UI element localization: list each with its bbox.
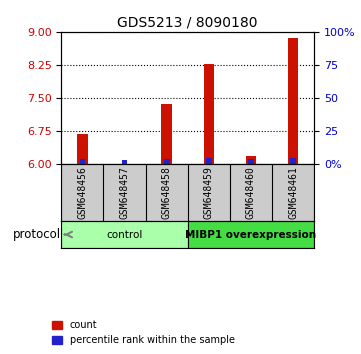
Bar bbox=[290, 158, 296, 165]
Text: GSM648457: GSM648457 bbox=[119, 166, 130, 219]
Bar bbox=[206, 158, 212, 165]
Legend: count, percentile rank within the sample: count, percentile rank within the sample bbox=[48, 316, 239, 349]
Text: GSM648460: GSM648460 bbox=[246, 166, 256, 219]
Text: GSM648456: GSM648456 bbox=[77, 166, 87, 219]
Text: protocol: protocol bbox=[12, 228, 61, 241]
Bar bbox=[119, 164, 130, 165]
Text: GSM648459: GSM648459 bbox=[204, 166, 214, 219]
Text: GSM648458: GSM648458 bbox=[162, 166, 172, 219]
Text: MIBP1 overexpression: MIBP1 overexpression bbox=[185, 229, 317, 240]
Bar bbox=[248, 159, 254, 165]
Bar bbox=[161, 104, 172, 165]
Bar bbox=[288, 39, 298, 165]
Bar bbox=[204, 64, 214, 165]
FancyBboxPatch shape bbox=[188, 221, 314, 248]
Text: control: control bbox=[106, 229, 143, 240]
Bar bbox=[122, 160, 127, 165]
Bar bbox=[164, 159, 170, 165]
FancyBboxPatch shape bbox=[61, 221, 188, 248]
Bar bbox=[79, 159, 85, 165]
Bar bbox=[245, 156, 256, 165]
Text: GSM648461: GSM648461 bbox=[288, 166, 298, 219]
Title: GDS5213 / 8090180: GDS5213 / 8090180 bbox=[117, 15, 258, 29]
Bar bbox=[77, 133, 88, 165]
